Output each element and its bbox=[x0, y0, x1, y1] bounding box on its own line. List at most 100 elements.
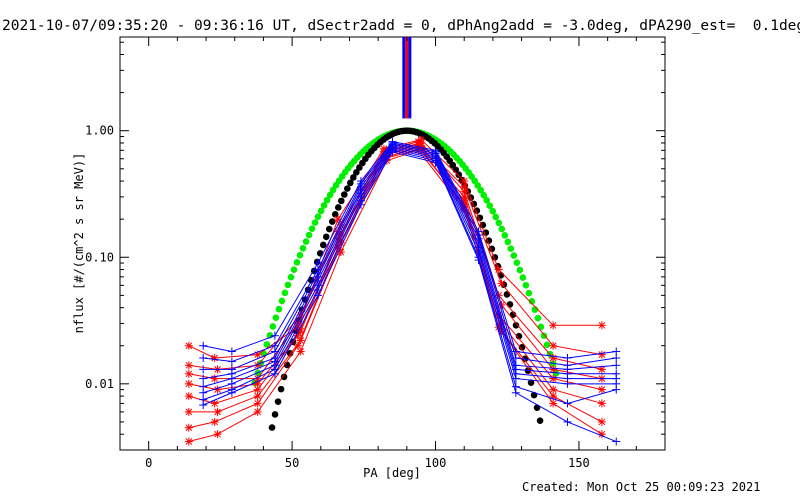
point-marker bbox=[598, 321, 606, 329]
point-marker bbox=[294, 332, 302, 340]
point-marker bbox=[185, 361, 193, 369]
axes: 0 50 100 150 0.01 0.10 1.00 bbox=[85, 37, 665, 470]
point-marker bbox=[254, 408, 262, 416]
fit-point bbox=[455, 171, 463, 179]
fit-point bbox=[302, 238, 310, 245]
series-line bbox=[188, 146, 603, 413]
x-tick-label: 150 bbox=[568, 456, 590, 470]
fit-point bbox=[268, 424, 276, 431]
point-marker bbox=[598, 430, 606, 438]
point-marker bbox=[185, 408, 193, 416]
fit-point bbox=[293, 259, 301, 266]
point-marker bbox=[297, 348, 305, 355]
series-line bbox=[202, 151, 617, 442]
red-series bbox=[184, 143, 606, 416]
marker-bar bbox=[402, 37, 406, 119]
x-tick-label: 50 bbox=[285, 456, 299, 470]
fit-point bbox=[501, 232, 509, 239]
fit-point bbox=[326, 191, 334, 199]
fit-point bbox=[347, 179, 354, 187]
x-tick-label: 100 bbox=[425, 456, 447, 470]
chart-title: 2021-10-07/09:35:20 - 09:36:16 UT, dSect… bbox=[2, 18, 800, 34]
fit-point bbox=[308, 225, 316, 233]
fit-point bbox=[337, 197, 345, 205]
series-line bbox=[203, 143, 617, 370]
point-marker bbox=[498, 280, 505, 287]
point-marker bbox=[211, 400, 219, 407]
point-marker bbox=[254, 400, 262, 407]
series-line bbox=[203, 142, 617, 366]
fit-point bbox=[341, 191, 348, 198]
blue-series bbox=[199, 137, 621, 362]
blue-series bbox=[199, 147, 621, 446]
fit-point bbox=[498, 225, 506, 233]
fit-point bbox=[506, 301, 514, 308]
fit-point bbox=[323, 196, 331, 204]
point-marker bbox=[460, 188, 468, 195]
fit-point bbox=[314, 213, 322, 220]
fit-point bbox=[510, 252, 518, 259]
point-marker bbox=[598, 400, 606, 407]
point-marker bbox=[334, 215, 342, 223]
point-marker bbox=[337, 248, 345, 256]
created-timestamp: Created: Mon Oct 25 00:09:23 2021 bbox=[522, 480, 761, 494]
fit-point bbox=[317, 207, 325, 215]
fit-point bbox=[474, 182, 481, 189]
point-marker bbox=[254, 380, 262, 388]
fit-point bbox=[449, 161, 457, 169]
x-axis-title: PA [deg] bbox=[363, 466, 421, 480]
point-marker bbox=[185, 342, 193, 350]
point-marker bbox=[598, 418, 606, 426]
x-tick-label: 0 bbox=[145, 456, 152, 470]
series-line bbox=[188, 141, 602, 370]
y-tick-label: 1.00 bbox=[85, 124, 114, 138]
point-marker bbox=[214, 408, 221, 416]
fit-point bbox=[516, 266, 524, 274]
marker-bar bbox=[408, 37, 412, 119]
fit-point bbox=[489, 207, 497, 215]
y-tick-label: 0.10 bbox=[85, 250, 114, 264]
red-series bbox=[184, 144, 606, 432]
point-marker bbox=[254, 386, 262, 393]
point-marker bbox=[185, 438, 193, 445]
fit-point bbox=[269, 323, 277, 330]
fit-point bbox=[486, 202, 494, 209]
fit-point bbox=[271, 411, 279, 418]
point-marker bbox=[294, 342, 302, 350]
plot-frame bbox=[119, 36, 666, 451]
vertical-marker bbox=[402, 37, 412, 119]
fit-point bbox=[480, 191, 488, 199]
fit-point bbox=[296, 251, 304, 259]
fit-point bbox=[536, 417, 544, 424]
point-marker bbox=[214, 430, 221, 438]
fit-point bbox=[495, 219, 503, 227]
fit-point bbox=[543, 341, 551, 349]
fit-point bbox=[274, 398, 282, 405]
fit-point bbox=[275, 305, 283, 313]
fit-point bbox=[477, 186, 485, 194]
blue-series bbox=[199, 140, 621, 374]
fit-point bbox=[328, 218, 336, 225]
fit-point bbox=[287, 273, 295, 281]
fit-point bbox=[512, 321, 520, 329]
fit-point bbox=[503, 291, 511, 298]
fit-point bbox=[528, 297, 536, 305]
blue-series bbox=[199, 138, 621, 370]
point-marker bbox=[549, 342, 557, 350]
fit-point bbox=[319, 241, 327, 249]
fit-point bbox=[277, 385, 285, 393]
point-marker bbox=[549, 400, 557, 407]
fit-point bbox=[504, 238, 512, 246]
fit-point bbox=[344, 185, 351, 192]
series-line bbox=[188, 143, 602, 391]
fit-point bbox=[305, 231, 313, 239]
fit-point bbox=[492, 213, 500, 221]
fit-point bbox=[353, 169, 360, 176]
fit-point bbox=[534, 314, 542, 322]
fit-point bbox=[299, 244, 307, 252]
fit-point bbox=[519, 274, 527, 281]
series-line bbox=[188, 149, 603, 443]
point-marker bbox=[549, 386, 557, 393]
red-series bbox=[184, 146, 606, 446]
fit-point bbox=[533, 404, 541, 412]
